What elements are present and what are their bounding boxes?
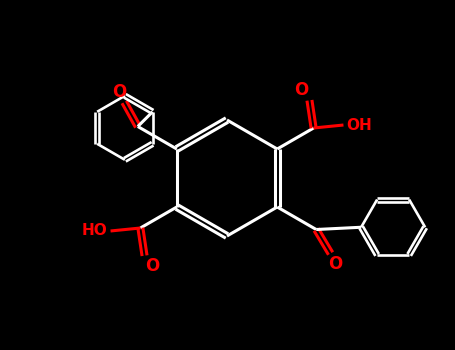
Text: HO: HO [81, 224, 107, 238]
Text: O: O [146, 257, 160, 275]
Text: OH: OH [347, 118, 372, 133]
Text: O: O [112, 83, 126, 101]
Text: O: O [294, 81, 308, 99]
Text: O: O [329, 254, 343, 273]
